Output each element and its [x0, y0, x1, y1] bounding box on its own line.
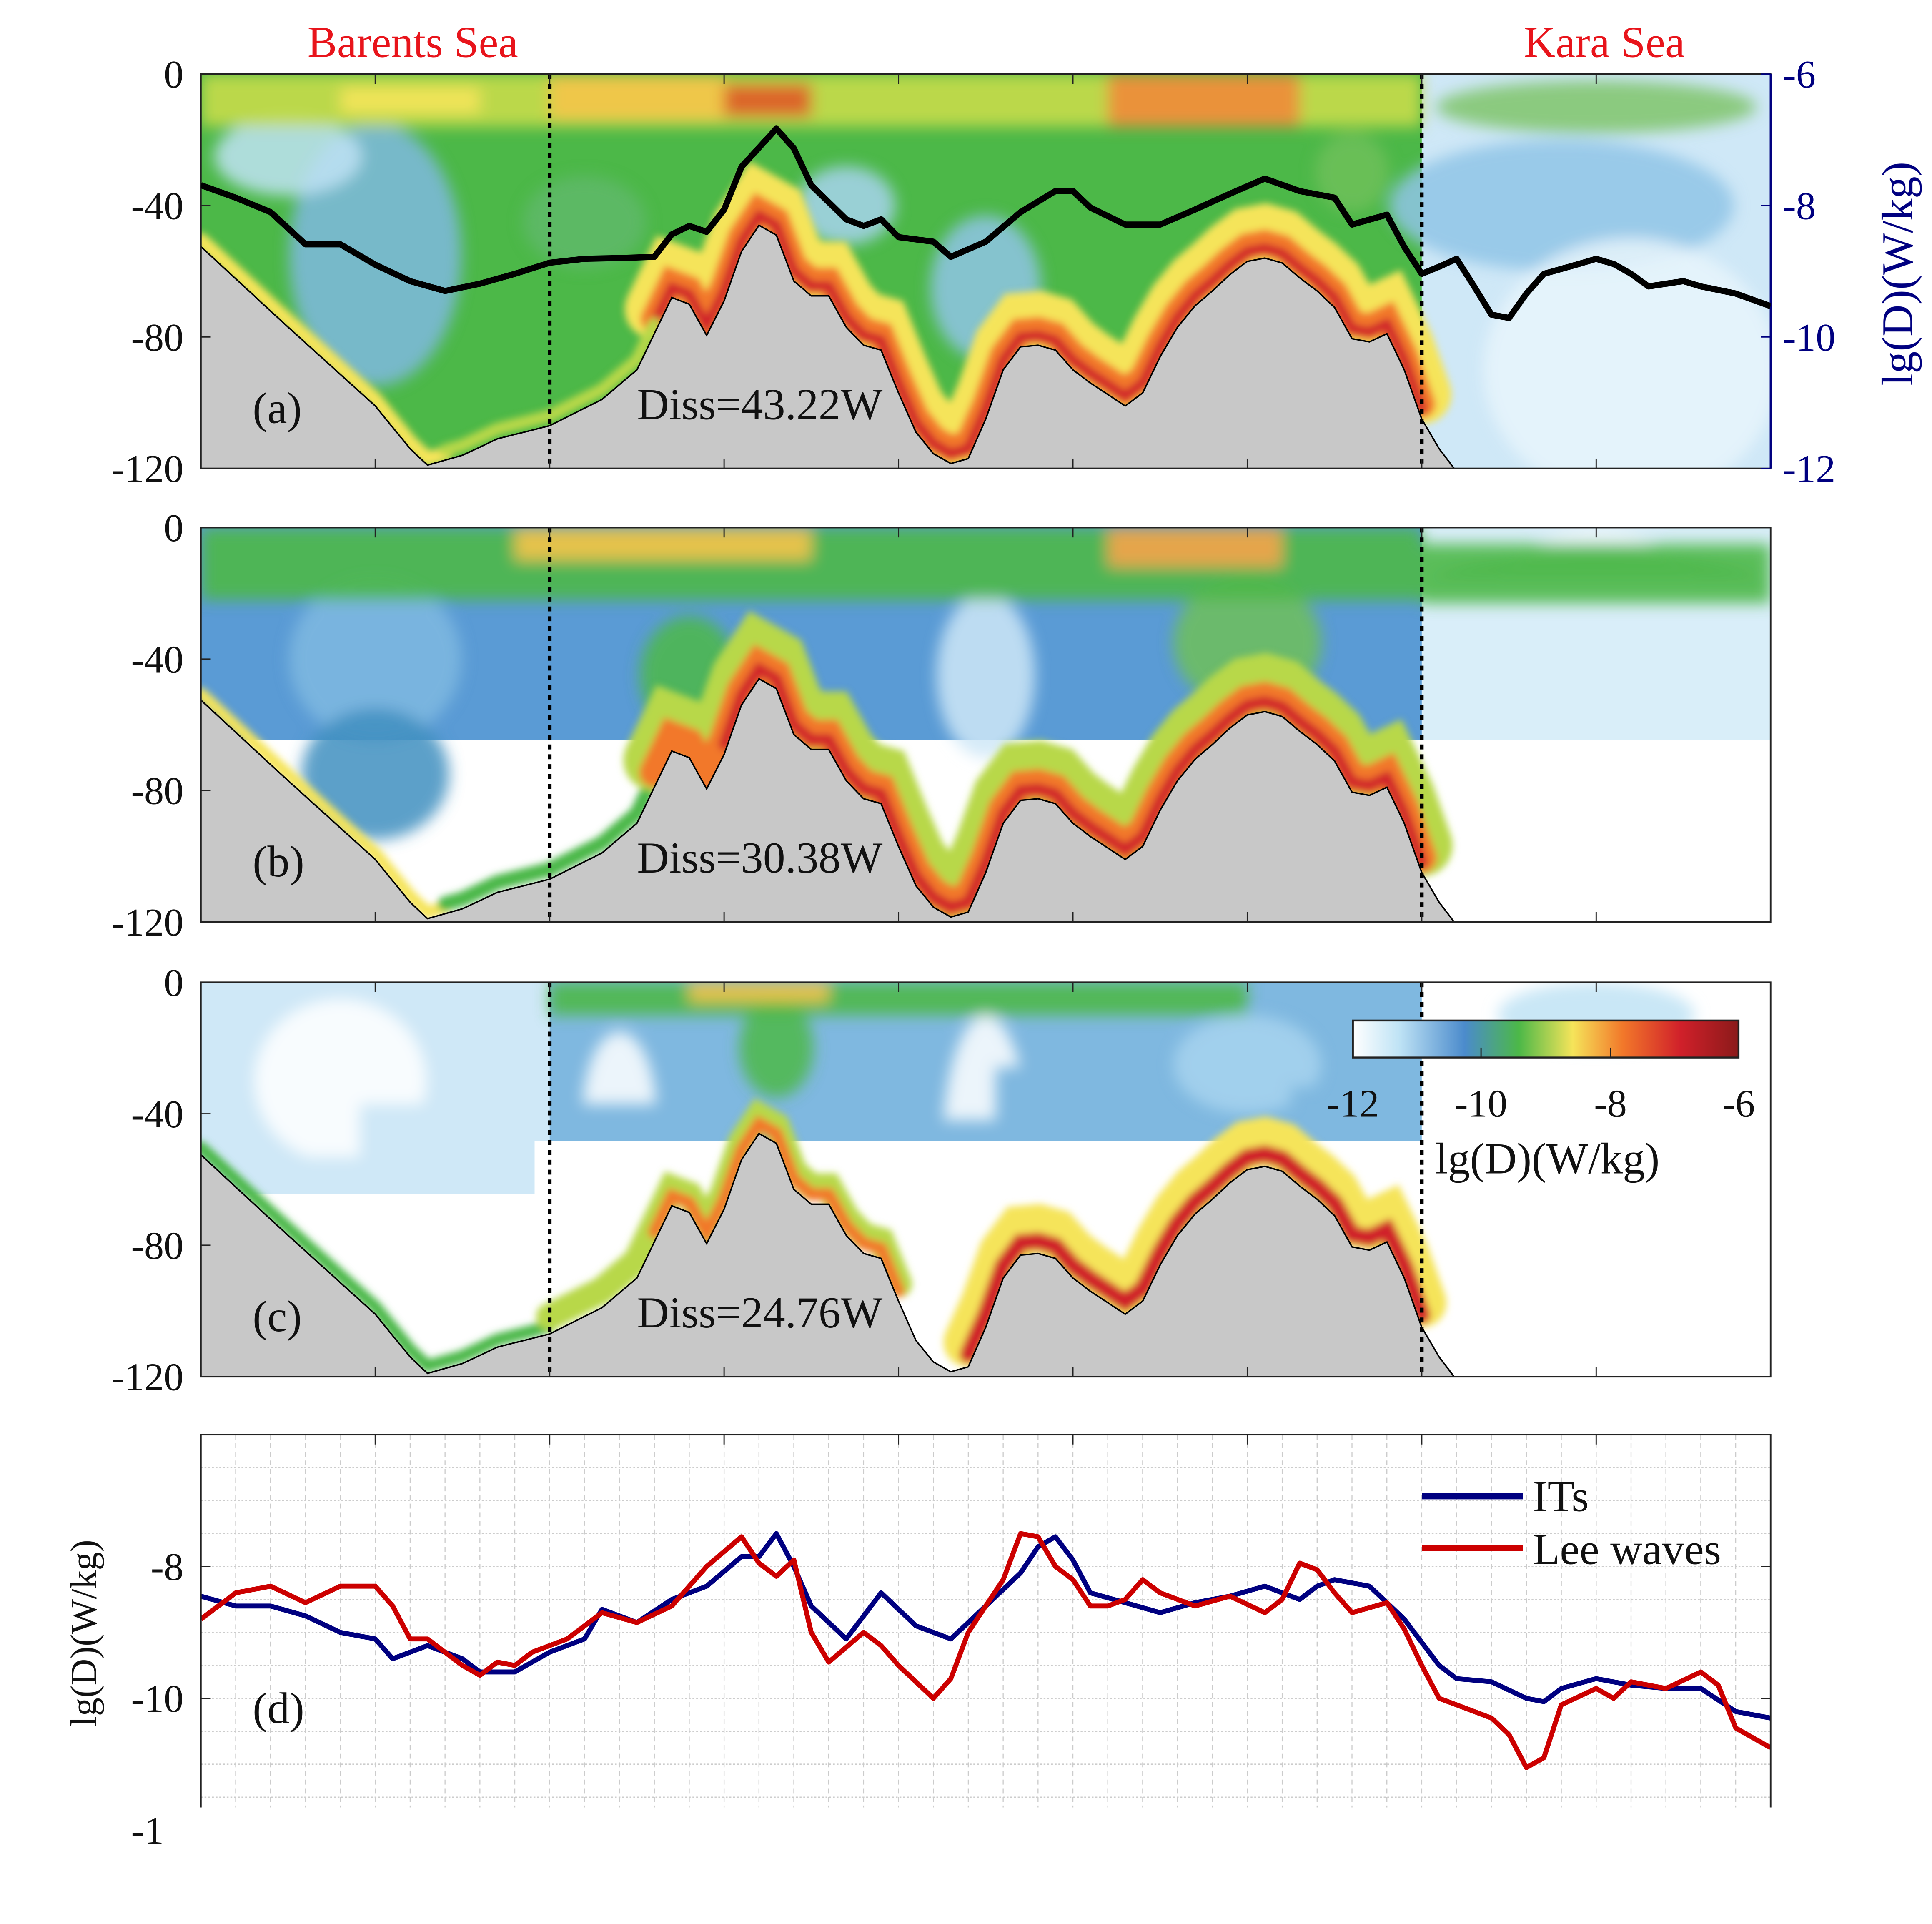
- heatmap-surface-band: [1108, 528, 1282, 567]
- heatmap-blob: [1483, 238, 1779, 502]
- x-tick-label: 30: [704, 1851, 744, 1894]
- y-tick-label: -12: [131, 1809, 183, 1853]
- depth-tick-label: 0: [164, 961, 183, 1005]
- dissipation-total-label: Diss=30.38W: [637, 833, 883, 883]
- x-tick-label: 0: [191, 1851, 210, 1894]
- right-axis-tick-label: -12: [1783, 447, 1835, 491]
- heatmap-surface-band: [550, 74, 724, 120]
- right-axis-tick-label: -8: [1783, 185, 1816, 228]
- x-tick-label: 50: [1053, 1851, 1093, 1894]
- x-tick-label: 20: [530, 1851, 569, 1894]
- heatmap-field: [201, 527, 1771, 938]
- panel-label: (c): [253, 1292, 302, 1341]
- panel-label: (b): [253, 837, 304, 886]
- heatmap-surface-band: [724, 84, 811, 117]
- x-tick-label: 70: [1402, 1851, 1442, 1894]
- y-tick-label: -10: [131, 1677, 183, 1721]
- heatmap-blob: [937, 593, 1035, 758]
- heatmap-blob: [214, 117, 362, 196]
- depth-tick-label: -120: [111, 447, 183, 491]
- heatmap-surface-band: [341, 87, 480, 113]
- right-axis-tick-label: -10: [1783, 316, 1835, 359]
- heatmap-surface-band: [689, 982, 829, 1002]
- depth-tick-label: -120: [111, 901, 183, 944]
- panel-b: 0 -40 -80 -120 (b) Diss=30.38W: [111, 507, 1771, 944]
- depth-tick-label: -80: [131, 1224, 183, 1267]
- legend-its: ITs: [1533, 1472, 1589, 1521]
- colorbar-label: lg(D)(W/kg): [1436, 1134, 1660, 1183]
- heatmap-blob: [1436, 80, 1757, 133]
- x-tick-label: 90: [1751, 1851, 1790, 1894]
- depth-tick-label: -40: [131, 1093, 183, 1136]
- depth-tick-label: -80: [131, 770, 183, 813]
- heatmap-surface-band: [1422, 544, 1771, 603]
- depth-axis-label: depth(m): [30, 1099, 79, 1262]
- dissipation-total-label: Diss=43.22W: [637, 380, 883, 429]
- x-tick-label: 60: [1228, 1851, 1267, 1894]
- colorbar-gradient: [1353, 1021, 1739, 1058]
- heatmap-blob: [1173, 1015, 1321, 1114]
- barents-sea-label: Barents Sea: [308, 18, 518, 67]
- panel-label: (a): [253, 384, 302, 433]
- colorbar-tick: -12: [1327, 1082, 1379, 1125]
- heatmap-surface-band: [515, 528, 811, 561]
- right-axis-tick-label: -6: [1783, 53, 1816, 96]
- depth-tick-label: -120: [111, 1356, 183, 1399]
- heatmap-surface-band: [1108, 74, 1300, 127]
- panel-a: 0 -40 -80 -120 (a) Diss=43.22W -6 -8 -10 -12: [111, 53, 1835, 501]
- heatmap-blob: [523, 176, 647, 268]
- panel-label: (d): [253, 1684, 304, 1733]
- x-tick-label: 80: [1576, 1851, 1616, 1894]
- colorbar-tick: -6: [1722, 1082, 1755, 1125]
- heatmap-blob: [254, 999, 427, 1163]
- y-tick-label: -8: [151, 1545, 184, 1589]
- depth-tick-label: 0: [164, 507, 183, 550]
- x-tick-label: 10: [356, 1851, 395, 1894]
- colorbar-tick: -10: [1455, 1082, 1507, 1125]
- x-tick-label: 40: [879, 1851, 918, 1894]
- legend-lee-waves: Lee waves: [1533, 1525, 1721, 1574]
- depth-tick-label: -80: [131, 316, 183, 359]
- heatmap-blob: [582, 1031, 656, 1196]
- kara-sea-label: Kara Sea: [1524, 18, 1685, 67]
- depth-tick-label: 0: [164, 53, 183, 96]
- dissipation-total-label: Diss=24.76W: [637, 1288, 883, 1337]
- heatmap-blob: [388, 1212, 536, 1344]
- depth-tick-label: -40: [131, 185, 183, 228]
- colorbar-tick: -8: [1594, 1082, 1627, 1125]
- depth-tick-label: -40: [131, 638, 183, 681]
- figure: Barents Sea Kara Sea 0-40-80-120(a) Diss=…: [0, 0, 1932, 1924]
- panel-d-ylabel: lg(D)(W/kg): [64, 1540, 105, 1726]
- right-axis-label: lg(D)(W/kg): [1873, 162, 1922, 386]
- heatmap-blob: [1315, 133, 1389, 212]
